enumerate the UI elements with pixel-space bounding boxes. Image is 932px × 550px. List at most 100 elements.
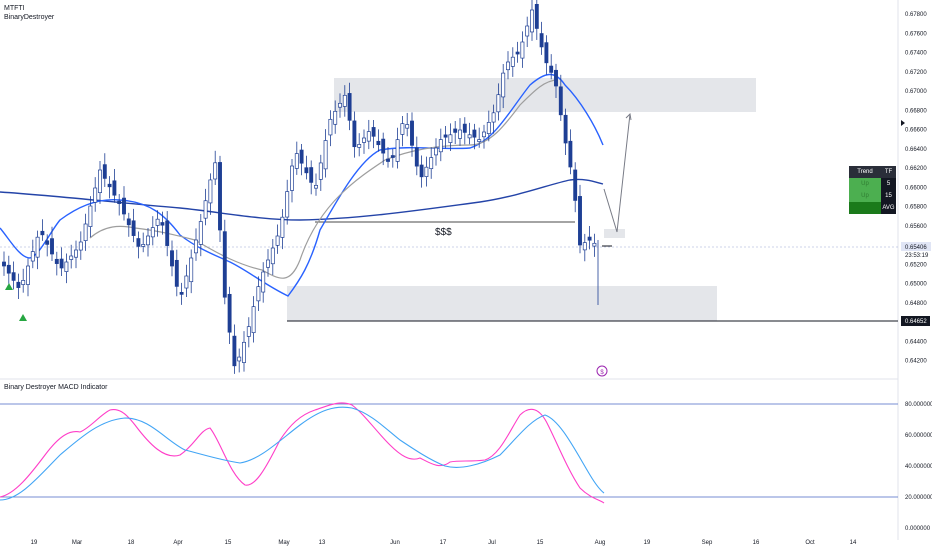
candle-body [155,218,160,226]
price-tick-label: 0.66400 [905,147,927,153]
candlestick-series [2,0,599,374]
time-tick-label: 17 [440,540,447,546]
candle-body [256,286,261,302]
time-axis[interactable]: 19 Mar 18 Apr 15 May 13 Jun 17 Jul 15 Aug 19 Sep 16 Oct… [31,540,857,546]
trend-header: Trend [849,166,881,178]
candle-body [141,244,146,247]
candle-body [362,137,366,143]
candle-body [146,235,150,246]
candle-body [352,120,357,148]
candle-body [131,220,136,236]
candle-body [534,3,539,29]
osc-tick-label: 20.000000 [905,495,932,501]
candle-body [203,200,208,219]
candle-body [342,94,347,107]
candle-body [280,216,285,238]
candle-body [222,231,227,298]
candle-body [582,242,587,251]
candle-body [453,128,458,133]
buy-signal-icon [5,283,13,290]
buy-signal-icon [19,314,27,321]
time-tick-label: Sep [702,540,713,546]
candle-body [78,241,83,251]
candle-body [126,218,131,226]
candle-body [290,165,294,191]
candle-body [448,134,453,143]
ma-fast [0,73,604,297]
price-tick-label: 0.67200 [905,70,927,76]
candle-body [184,275,189,289]
candle-body [237,356,242,362]
candle-body [510,56,515,67]
candle-body [477,139,482,142]
tf-header: TF [881,166,896,178]
candle-body [544,42,549,64]
tf-cell: 15 [881,190,896,202]
candle-body [443,134,448,138]
demand-zone [287,286,717,321]
event-marker-icon[interactable] [596,365,608,377]
ma-long [0,178,604,221]
candle-body [45,240,50,245]
candle-body [261,271,266,293]
time-tick-label: 19 [644,540,651,546]
candle-body [554,69,558,87]
time-tick-label: 15 [225,540,232,546]
candle-body [88,205,93,227]
candle-body [227,293,232,333]
candle-body [107,183,112,188]
candle-body [170,250,174,267]
small-zone [604,229,625,238]
trend-cell: Up [849,190,881,202]
candle-body [285,191,290,218]
time-tick-label: Oct [805,540,815,546]
price-tick-label: 0.66600 [905,128,927,134]
candle-body [69,255,74,260]
candle-body [93,187,98,203]
candle-body [6,264,11,274]
avg-label: AVG [881,202,896,214]
time-tick-label: 16 [753,540,760,546]
candle-body [491,112,496,123]
candle-body [194,239,198,254]
indicator-title: Binary Destroyer MACD Indicator [4,384,108,391]
candle-body [16,281,21,288]
candle-body [381,138,386,154]
candle-body [424,166,429,177]
candle-body [338,102,342,108]
candle-body [386,158,390,162]
candle-body [314,184,318,189]
countdown-label: 23:53:19 [905,253,929,259]
candle-body [232,335,237,367]
candle-body [21,280,26,285]
osc-tick-label: 40.000000 [905,464,932,470]
candle-body [275,235,280,246]
tf-cell: 5 [881,178,896,190]
price-tick-label: 0.64800 [905,301,927,307]
candle-body [299,149,304,164]
candle-body [26,265,30,285]
event-marker-glyph: $ [600,370,604,376]
candle-body [294,153,299,169]
candle-body [304,167,309,174]
candle-body [573,169,578,201]
time-tick-label: 15 [537,540,544,546]
candle-body [405,124,410,129]
candle-body [587,236,592,241]
scroll-right-icon[interactable] [901,120,905,126]
trend-table: Trend TF Up 5 Up 15 AVG [849,166,896,214]
candle-body [218,162,222,231]
candle-body [434,147,438,156]
candle-body [347,93,352,121]
candle-body [122,197,126,215]
time-tick-label: 19 [31,540,38,546]
level-price-label: 0.64652 [905,319,927,325]
candle-body [506,61,510,71]
candle-body [136,238,141,247]
time-tick-label: Apr [173,540,182,546]
candle-body [429,157,434,170]
candle-body [150,227,155,238]
candle-body [414,147,419,167]
candle-body [520,41,525,59]
